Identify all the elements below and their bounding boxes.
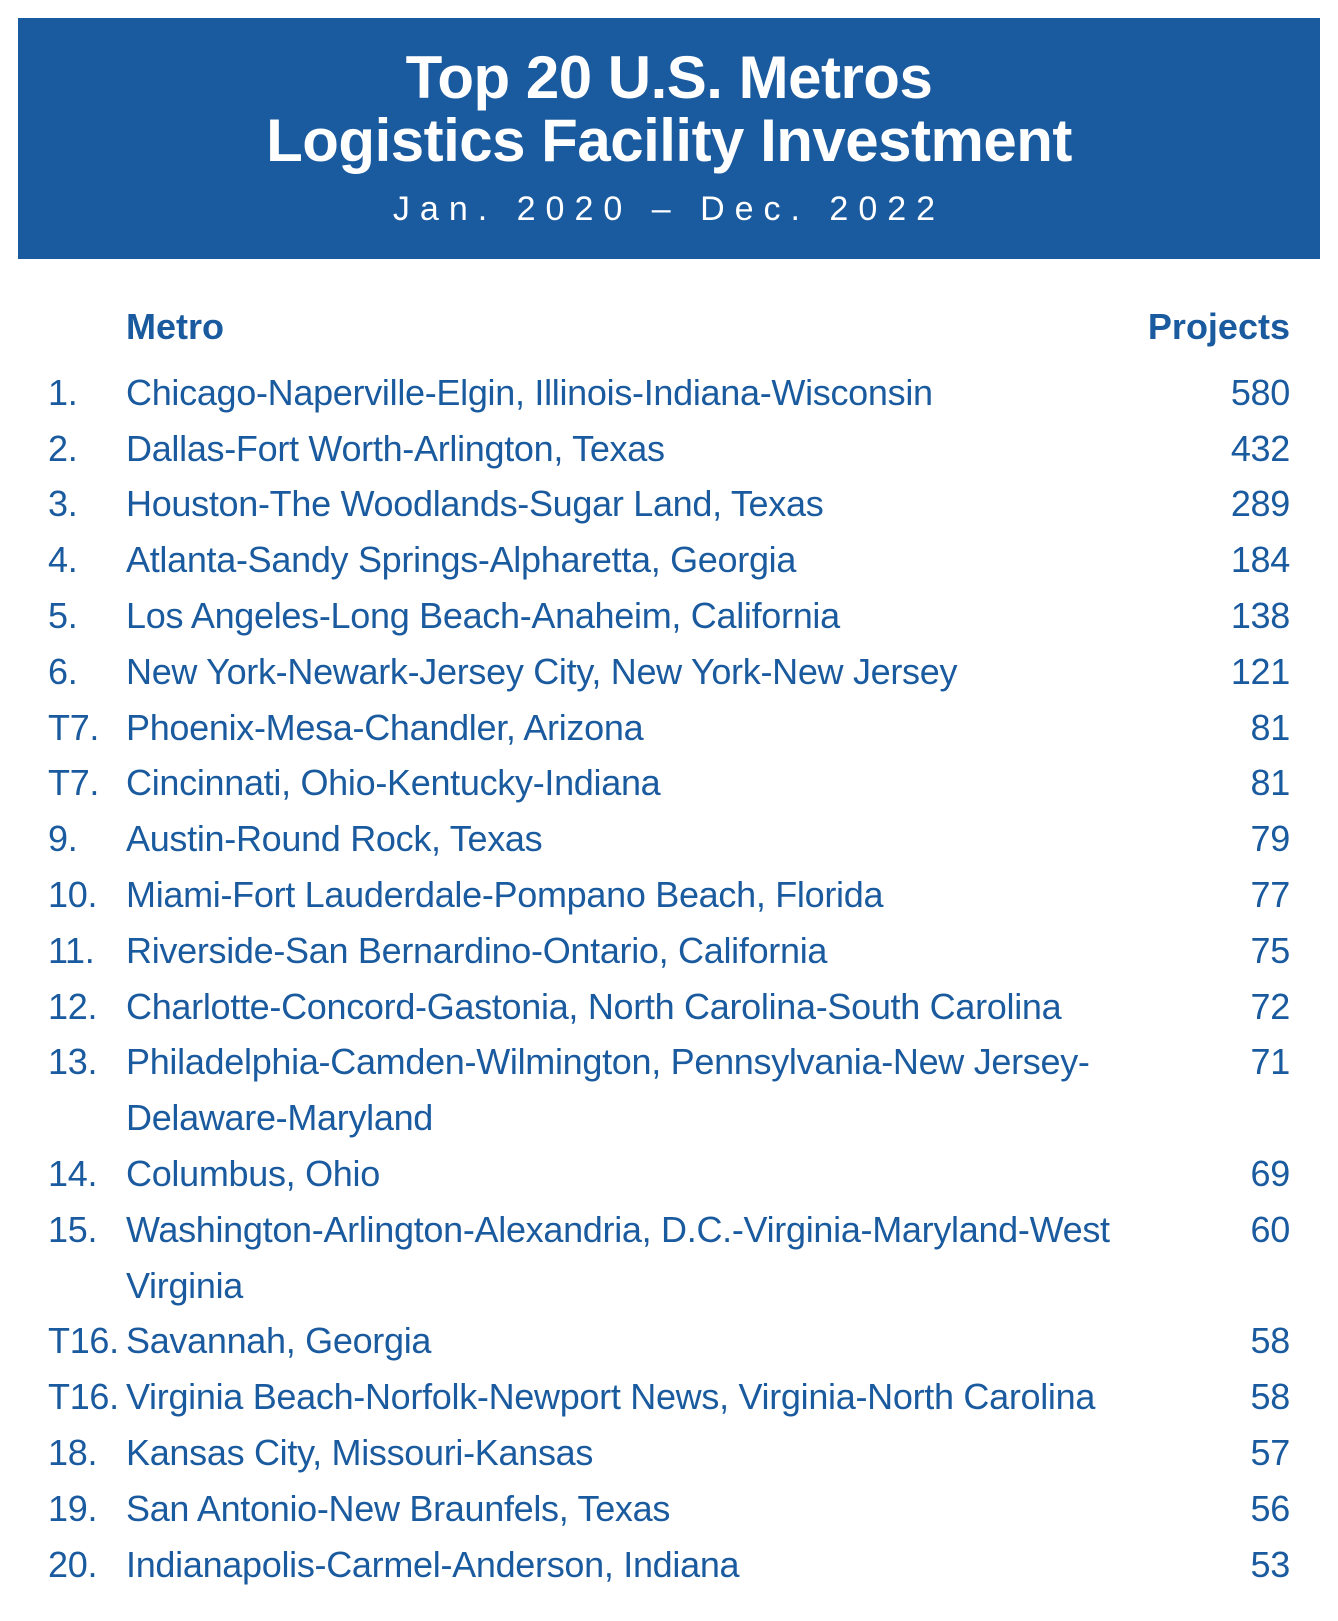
cell-metro: Indianapolis-Carmel-Anderson, Indiana: [126, 1537, 1130, 1593]
cell-rank: 14.: [48, 1146, 126, 1202]
cell-metro: Virginia Beach-Norfolk-Newport News, Vir…: [126, 1369, 1130, 1425]
table-header-row: Metro Projects: [48, 299, 1290, 355]
cell-rank: 13.: [48, 1034, 126, 1090]
table-row: 14.Columbus, Ohio69: [48, 1146, 1290, 1202]
table-row: 4.Atlanta-Sandy Springs-Alpharetta, Geor…: [48, 532, 1290, 588]
cell-projects: 77: [1130, 867, 1290, 923]
cell-projects: 53: [1130, 1537, 1290, 1593]
table-row: 9.Austin-Round Rock, Texas79: [48, 811, 1290, 867]
page-container: Top 20 U.S. Metros Logistics Facility In…: [0, 0, 1338, 1620]
cell-projects: 75: [1130, 923, 1290, 979]
col-header-metro: Metro: [126, 299, 1130, 355]
cell-projects: 72: [1130, 979, 1290, 1035]
title-line-1: Top 20 U.S. Metros: [38, 46, 1300, 109]
table-row: 10.Miami-Fort Lauderdale-Pompano Beach, …: [48, 867, 1290, 923]
cell-metro: Phoenix-Mesa-Chandler, Arizona: [126, 700, 1130, 756]
cell-rank: T16.: [48, 1369, 126, 1425]
cell-projects: 56: [1130, 1481, 1290, 1537]
cell-rank: 11.: [48, 923, 126, 979]
cell-rank: 10.: [48, 867, 126, 923]
cell-metro: Riverside-San Bernardino-Ontario, Califo…: [126, 923, 1130, 979]
table-row: 13.Philadelphia-Camden-Wilmington, Penns…: [48, 1034, 1290, 1146]
table-row: 20.Indianapolis-Carmel-Anderson, Indiana…: [48, 1537, 1290, 1593]
header-block: Top 20 U.S. Metros Logistics Facility In…: [18, 18, 1320, 259]
cell-rank: 3.: [48, 476, 126, 532]
table-row: 5.Los Angeles-Long Beach-Anaheim, Califo…: [48, 588, 1290, 644]
cell-rank: 20.: [48, 1537, 126, 1593]
cell-projects: 79: [1130, 811, 1290, 867]
table-row: 2.Dallas-Fort Worth-Arlington, Texas432: [48, 421, 1290, 477]
cell-projects: 289: [1130, 476, 1290, 532]
table-row: 15.Washington-Arlington-Alexandria, D.C.…: [48, 1202, 1290, 1314]
table-row: T7.Cincinnati, Ohio-Kentucky-Indiana81: [48, 755, 1290, 811]
cell-metro: Miami-Fort Lauderdale-Pompano Beach, Flo…: [126, 867, 1130, 923]
cell-projects: 58: [1130, 1313, 1290, 1369]
table-row: 18.Kansas City, Missouri-Kansas57: [48, 1425, 1290, 1481]
table-row: 1.Chicago-Naperville-Elgin, Illinois-Ind…: [48, 365, 1290, 421]
cell-projects: 580: [1130, 365, 1290, 421]
cell-rank: 1.: [48, 365, 126, 421]
cell-projects: 81: [1130, 755, 1290, 811]
cell-projects: 69: [1130, 1146, 1290, 1202]
cell-projects: 138: [1130, 588, 1290, 644]
cell-metro: Cincinnati, Ohio-Kentucky-Indiana: [126, 755, 1130, 811]
cell-metro: New York-Newark-Jersey City, New York-Ne…: [126, 644, 1130, 700]
table-row: 19.San Antonio-New Braunfels, Texas56: [48, 1481, 1290, 1537]
cell-metro: Chicago-Naperville-Elgin, Illinois-India…: [126, 365, 1130, 421]
cell-metro: Columbus, Ohio: [126, 1146, 1130, 1202]
cell-projects: 71: [1130, 1034, 1290, 1090]
cell-metro: Austin-Round Rock, Texas: [126, 811, 1130, 867]
cell-projects: 60: [1130, 1202, 1290, 1258]
cell-metro: Atlanta-Sandy Springs-Alpharetta, Georgi…: [126, 532, 1130, 588]
subtitle: Jan. 2020 – Dec. 2022: [38, 190, 1300, 229]
table-row: 11.Riverside-San Bernardino-Ontario, Cal…: [48, 923, 1290, 979]
cell-rank: 2.: [48, 421, 126, 477]
table-body: 1.Chicago-Naperville-Elgin, Illinois-Ind…: [48, 365, 1290, 1593]
table-row: T16.Savannah, Georgia58: [48, 1313, 1290, 1369]
table-row: T16.Virginia Beach-Norfolk-Newport News,…: [48, 1369, 1290, 1425]
cell-metro: Houston-The Woodlands-Sugar Land, Texas: [126, 476, 1130, 532]
cell-metro: Los Angeles-Long Beach-Anaheim, Californ…: [126, 588, 1130, 644]
cell-rank: 5.: [48, 588, 126, 644]
table-row: T7.Phoenix-Mesa-Chandler, Arizona81: [48, 700, 1290, 756]
cell-metro: Charlotte-Concord-Gastonia, North Caroli…: [126, 979, 1130, 1035]
cell-rank: 4.: [48, 532, 126, 588]
cell-rank: T7.: [48, 700, 126, 756]
title-line-2: Logistics Facility Investment: [38, 109, 1300, 172]
cell-rank: T16.: [48, 1313, 126, 1369]
col-header-projects: Projects: [1130, 299, 1290, 355]
table-row: 6.New York-Newark-Jersey City, New York-…: [48, 644, 1290, 700]
cell-projects: 58: [1130, 1369, 1290, 1425]
table-row: 12.Charlotte-Concord-Gastonia, North Car…: [48, 979, 1290, 1035]
cell-projects: 121: [1130, 644, 1290, 700]
cell-projects: 81: [1130, 700, 1290, 756]
cell-metro: Kansas City, Missouri-Kansas: [126, 1425, 1130, 1481]
cell-metro: Savannah, Georgia: [126, 1313, 1130, 1369]
cell-metro: Washington-Arlington-Alexandria, D.C.-Vi…: [126, 1202, 1130, 1314]
cell-rank: 15.: [48, 1202, 126, 1258]
cell-metro: Philadelphia-Camden-Wilmington, Pennsylv…: [126, 1034, 1130, 1146]
cell-projects: 57: [1130, 1425, 1290, 1481]
cell-projects: 432: [1130, 421, 1290, 477]
cell-rank: 9.: [48, 811, 126, 867]
cell-rank: 12.: [48, 979, 126, 1035]
cell-rank: T7.: [48, 755, 126, 811]
table: Metro Projects 1.Chicago-Naperville-Elgi…: [18, 259, 1320, 1602]
cell-rank: 18.: [48, 1425, 126, 1481]
cell-metro: San Antonio-New Braunfels, Texas: [126, 1481, 1130, 1537]
cell-metro: Dallas-Fort Worth-Arlington, Texas: [126, 421, 1130, 477]
cell-rank: 6.: [48, 644, 126, 700]
cell-projects: 184: [1130, 532, 1290, 588]
table-row: 3.Houston-The Woodlands-Sugar Land, Texa…: [48, 476, 1290, 532]
cell-rank: 19.: [48, 1481, 126, 1537]
